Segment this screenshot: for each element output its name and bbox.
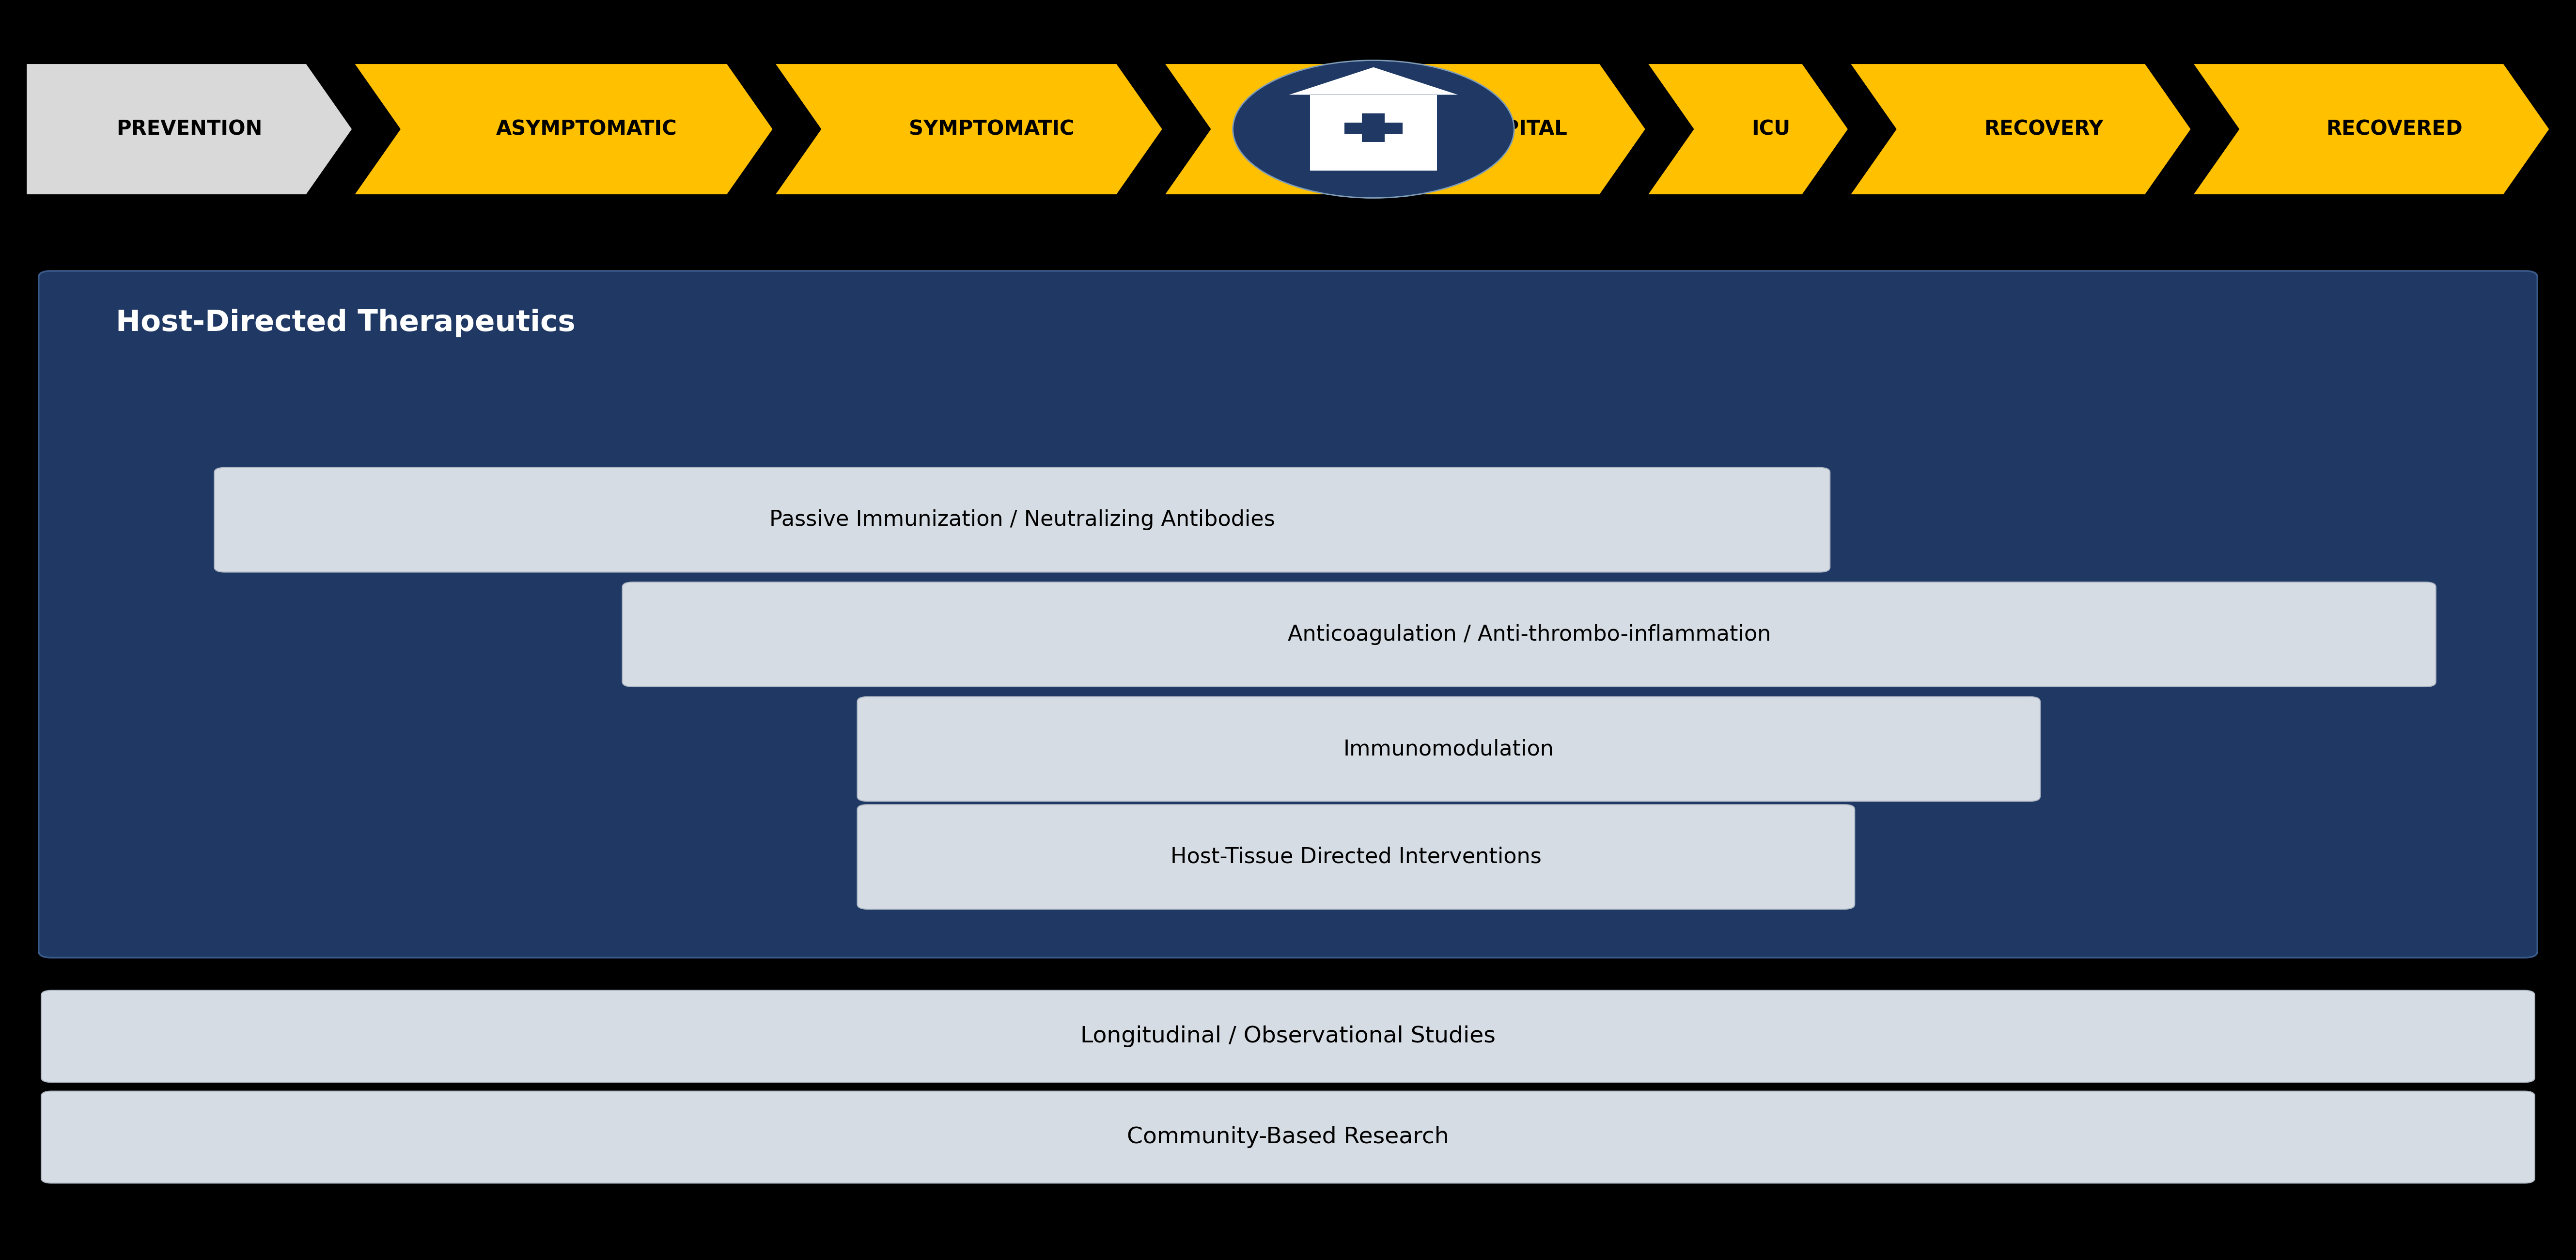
FancyBboxPatch shape bbox=[41, 990, 2535, 1082]
Text: SYMPTOMATIC: SYMPTOMATIC bbox=[909, 118, 1074, 140]
Polygon shape bbox=[1646, 63, 1850, 195]
Polygon shape bbox=[26, 63, 353, 195]
Text: ASYMPTOMATIC: ASYMPTOMATIC bbox=[497, 118, 677, 140]
Polygon shape bbox=[773, 63, 1164, 195]
Text: Longitudinal / Observational Studies: Longitudinal / Observational Studies bbox=[1079, 1026, 1497, 1047]
Text: Host-Directed Therapeutics: Host-Directed Therapeutics bbox=[116, 309, 574, 338]
FancyBboxPatch shape bbox=[623, 582, 2437, 687]
Polygon shape bbox=[353, 63, 773, 195]
Circle shape bbox=[1234, 60, 1515, 198]
Polygon shape bbox=[1164, 63, 1646, 195]
FancyBboxPatch shape bbox=[858, 697, 2040, 801]
Polygon shape bbox=[1850, 63, 2192, 195]
Bar bbox=[1311, 94, 1437, 170]
Bar bbox=[1345, 122, 1401, 134]
Text: Immunomodulation: Immunomodulation bbox=[1345, 738, 1553, 760]
FancyBboxPatch shape bbox=[214, 467, 1829, 572]
FancyBboxPatch shape bbox=[39, 271, 2537, 958]
FancyBboxPatch shape bbox=[41, 1091, 2535, 1183]
Polygon shape bbox=[1288, 67, 1458, 94]
Polygon shape bbox=[2192, 63, 2550, 195]
Text: PREVENTION: PREVENTION bbox=[116, 118, 263, 140]
Text: ER: ER bbox=[1278, 118, 1306, 140]
Text: Passive Immunization / Neutralizing Antibodies: Passive Immunization / Neutralizing Anti… bbox=[770, 509, 1275, 530]
FancyBboxPatch shape bbox=[858, 805, 1855, 910]
Text: Anticoagulation / Anti-thrombo-inflammation: Anticoagulation / Anti-thrombo-inflammat… bbox=[1288, 624, 1770, 645]
Text: HOSPITAL: HOSPITAL bbox=[1455, 118, 1566, 140]
Text: Host-Tissue Directed Interventions: Host-Tissue Directed Interventions bbox=[1170, 847, 1540, 867]
Text: RECOVERY: RECOVERY bbox=[1984, 118, 2102, 140]
Text: ICU: ICU bbox=[1752, 118, 1790, 140]
Bar bbox=[1363, 113, 1386, 142]
Text: RECOVERED: RECOVERED bbox=[2326, 118, 2463, 140]
Text: Community-Based Research: Community-Based Research bbox=[1128, 1126, 1448, 1148]
